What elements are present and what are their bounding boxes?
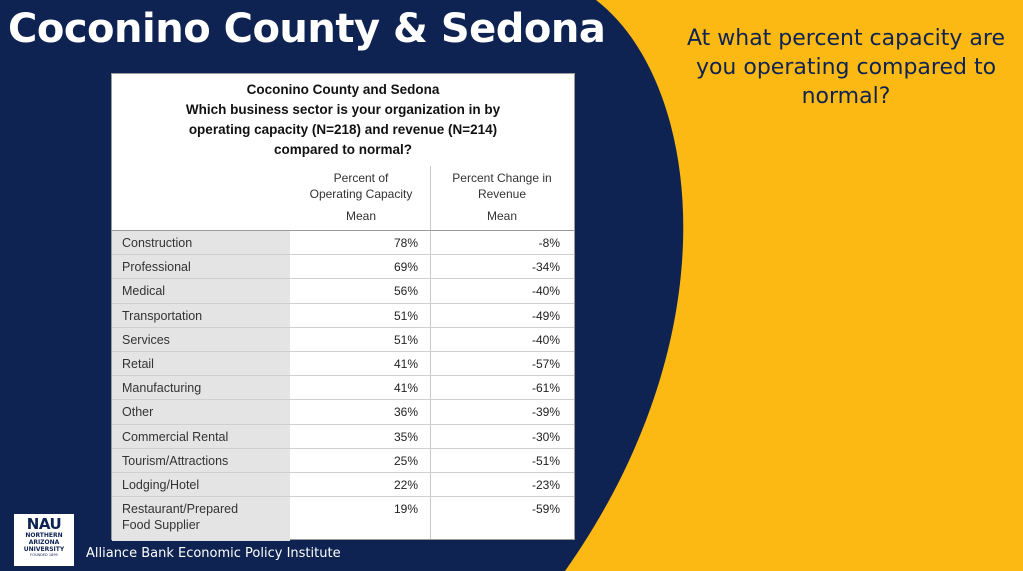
- revenue-value: -40%: [531, 332, 560, 347]
- revenue-value: -59%: [531, 502, 560, 517]
- sector-label-line: Food Supplier: [122, 518, 200, 533]
- column-header-capacity: Percent of Operating Capacity: [292, 170, 430, 202]
- revenue-value: -49%: [531, 308, 560, 323]
- table-row: Other 36% -39%: [112, 400, 574, 425]
- capacity-value: 41%: [393, 356, 418, 371]
- capacity-value: 51%: [393, 332, 418, 347]
- table-row: Services 51% -40%: [112, 327, 574, 352]
- table-row: Transportation 51% -49%: [112, 303, 574, 328]
- sector-label: Restaurant/Prepared Food Supplier: [112, 497, 290, 542]
- capacity-value: 56%: [393, 284, 418, 299]
- table-row: Medical 56% -40%: [112, 279, 574, 304]
- revenue-value: -51%: [531, 453, 560, 468]
- table-title-line: compared to normal?: [273, 142, 413, 157]
- sector-label: Transportation: [112, 303, 290, 327]
- revenue-value: -8%: [538, 236, 560, 250]
- column-header-line: Operating Capacity: [309, 187, 413, 201]
- logo-line: ARIZONA: [28, 539, 60, 546]
- column-divider: [430, 166, 431, 539]
- table-row: Restaurant/Prepared Food Supplier 19% -5…: [112, 497, 574, 542]
- capacity-value: 35%: [393, 429, 418, 444]
- logo-wordmark: NAU: [26, 515, 62, 533]
- stat-label-capacity: Mean: [345, 209, 377, 223]
- table-title-line: operating capacity (N=218) and revenue (…: [188, 122, 498, 137]
- logo-line: FOUNDED 1899: [30, 553, 58, 557]
- sector-label: Lodging/Hotel: [112, 472, 290, 497]
- capacity-value: 19%: [393, 502, 418, 517]
- table-row: Commercial Rental 35% -30%: [112, 424, 574, 449]
- sector-label: Retail: [112, 351, 290, 376]
- table-title-line: Which business sector is your organizati…: [185, 102, 501, 117]
- capacity-value: 25%: [393, 453, 418, 468]
- logo-line: UNIVERSITY: [23, 546, 65, 553]
- footer-text: Alliance Bank Economic Policy Institute: [86, 546, 341, 561]
- table-row: Professional 69% -34%: [112, 255, 574, 280]
- capacity-value: 69%: [393, 260, 418, 275]
- question-text: At what percent capacity are you operati…: [686, 26, 1006, 109]
- revenue-value: -40%: [531, 284, 560, 299]
- sector-label: Construction: [112, 231, 290, 255]
- revenue-value: -34%: [531, 260, 560, 275]
- table-row: Lodging/Hotel 22% -23%: [112, 472, 574, 498]
- revenue-value: -39%: [531, 405, 560, 420]
- sector-label: Professional: [112, 255, 290, 279]
- nau-logo: NAU NORTHERN ARIZONA UNIVERSITY FOUNDED …: [14, 514, 74, 566]
- capacity-value: 41%: [393, 381, 418, 396]
- revenue-value: -61%: [531, 381, 560, 396]
- table-title-line: Coconino County and Sedona: [246, 82, 440, 97]
- table-title: Coconino County and Sedona Which busines…: [112, 80, 574, 160]
- slide-title: Coconino County & Sedona: [8, 6, 606, 52]
- table-row: Manufacturing 41% -61%: [112, 376, 574, 401]
- column-header-revenue: Percent Change in Revenue: [430, 170, 574, 202]
- sector-label: Commercial Rental: [112, 424, 290, 448]
- sector-label: Services: [112, 327, 290, 351]
- revenue-value: -30%: [531, 429, 560, 444]
- capacity-value: 22%: [393, 477, 418, 492]
- revenue-value: -57%: [531, 356, 560, 371]
- header-divider: [112, 230, 574, 231]
- column-header-line: Revenue: [477, 187, 527, 201]
- column-header-line: Percent Change in: [452, 171, 552, 185]
- revenue-value: -23%: [531, 477, 560, 492]
- stat-label-revenue: Mean: [486, 209, 518, 223]
- table-body: Construction 78% -8% Professional 69% -3…: [112, 231, 574, 542]
- sector-label: Medical: [112, 279, 290, 303]
- column-header-line: Percent of: [333, 171, 389, 185]
- table-row: Construction 78% -8%: [112, 231, 574, 256]
- results-table: Coconino County and Sedona Which busines…: [111, 73, 575, 542]
- logo-line: NORTHERN: [25, 532, 63, 539]
- table-row: Tourism/Attractions 25% -51%: [112, 448, 574, 473]
- table-row: Retail 41% -57%: [112, 351, 574, 377]
- sector-label: Other: [112, 400, 290, 424]
- capacity-value: 78%: [393, 236, 418, 250]
- sector-label-line: Restaurant/Prepared: [122, 502, 239, 517]
- sector-label: Manufacturing: [112, 376, 290, 400]
- capacity-value: 51%: [393, 308, 418, 323]
- capacity-value: 36%: [393, 405, 418, 420]
- sector-label: Tourism/Attractions: [112, 448, 290, 472]
